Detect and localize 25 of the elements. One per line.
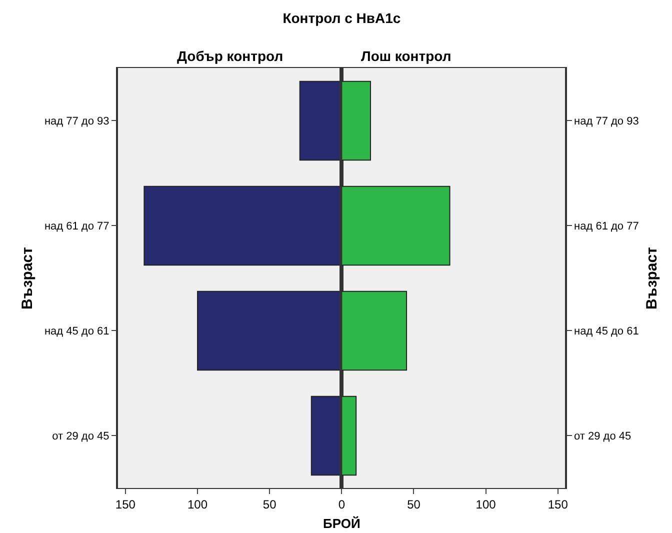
- y-tick-label: над 61 до 77: [574, 220, 639, 233]
- series-label: Добър контрол: [177, 48, 284, 64]
- bar: [342, 186, 450, 266]
- x-tick-label: 0: [338, 498, 346, 512]
- x-tick-label: 100: [476, 498, 496, 512]
- bar: [342, 290, 408, 371]
- bar: [342, 396, 357, 476]
- x-tick-label: 150: [548, 498, 568, 512]
- y-tick-label: над 61 до 77: [44, 220, 110, 233]
- chart-title: Контрол с НвА1с: [282, 10, 401, 26]
- bar: [342, 80, 371, 161]
- y-tick-label: над 77 до 93: [574, 116, 639, 128]
- series-label: Лош контрол: [361, 48, 452, 64]
- x-tick-label: 50: [407, 498, 421, 512]
- y-tick-label: от 29 до 45: [574, 430, 632, 443]
- x-tick-label: 100: [187, 498, 208, 512]
- y-tick-label: над 45 до 61: [44, 326, 110, 338]
- y-axis-title: Възраст: [643, 247, 660, 310]
- y-tick-label: над 77 до 93: [44, 116, 110, 128]
- x-tick-label: 150: [115, 498, 136, 512]
- y-tick-label: от 29 до 45: [52, 430, 110, 443]
- y-axis-title: Възраст: [19, 247, 36, 310]
- x-axis-title: БРОЙ: [323, 516, 360, 531]
- x-tick-label: 50: [262, 498, 277, 512]
- y-tick-label: над 45 до 61: [574, 326, 639, 338]
